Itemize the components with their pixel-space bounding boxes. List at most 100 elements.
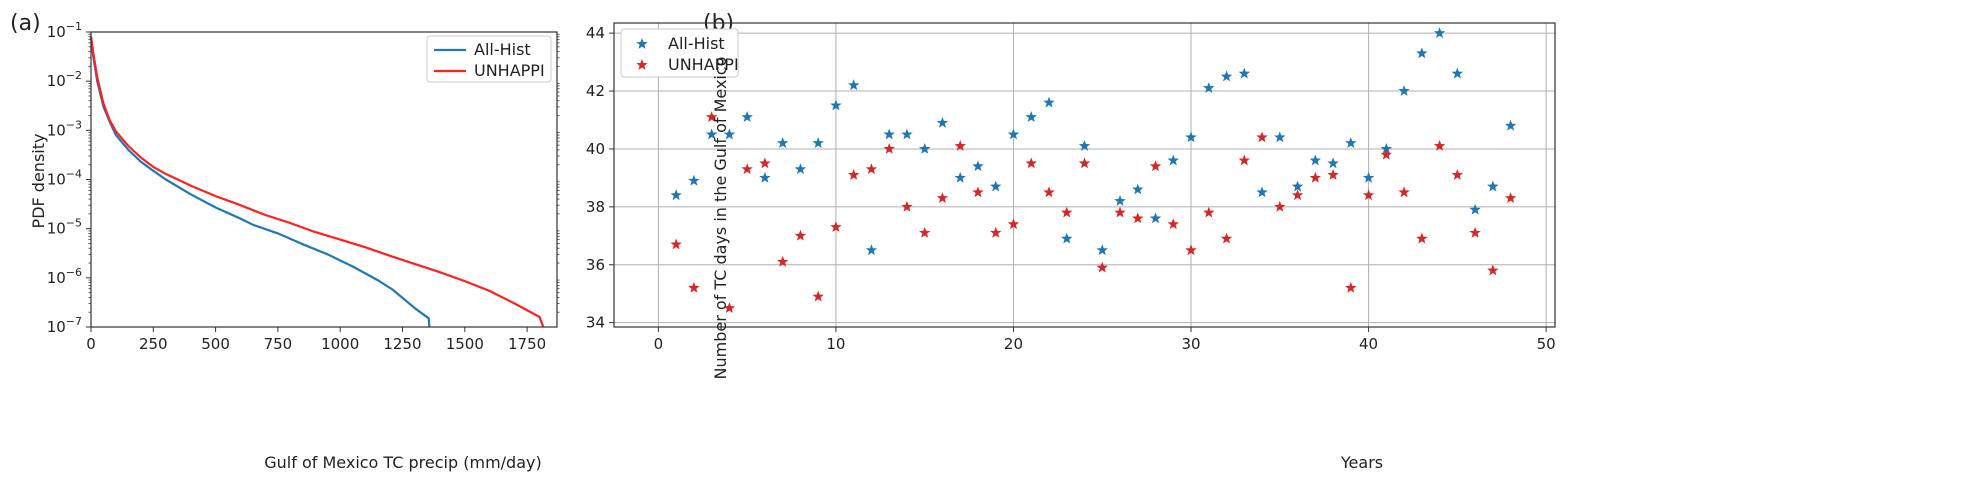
data-point-unhappi xyxy=(830,221,842,232)
data-point-all-hist xyxy=(1309,154,1322,166)
data-point-all-hist xyxy=(1203,82,1215,93)
x-tick-label: 30 xyxy=(1181,335,1200,353)
data-point-all-hist xyxy=(1327,157,1339,169)
data-point-all-hist xyxy=(1061,232,1073,244)
data-point-all-hist xyxy=(1078,140,1091,151)
data-point-all-hist xyxy=(741,111,753,122)
plot-frame xyxy=(90,31,558,328)
data-point-all-hist xyxy=(1291,180,1304,192)
data-point-unhappi xyxy=(1238,154,1250,166)
data-point-all-hist xyxy=(1220,70,1233,82)
data-point-unhappi xyxy=(1291,189,1304,201)
x-tick-label: 0 xyxy=(654,335,664,353)
y-tick-label: 42 xyxy=(586,82,605,100)
data-point-all-hist xyxy=(1345,137,1357,149)
legend-label: All-Hist xyxy=(668,34,725,53)
legend-label: UNHAPPI xyxy=(668,55,739,74)
x-tick-label: 1750 xyxy=(508,335,546,353)
data-point-unhappi xyxy=(1487,264,1499,276)
panel-b-plot-area: 0 10 20 30 40 50 34 36 38 40 42 44 All-Hist UNHAPPI xyxy=(586,22,1556,353)
data-point-all-hist xyxy=(1256,186,1268,198)
data-point-all-hist xyxy=(1007,128,1020,140)
data-point-all-hist xyxy=(990,180,1002,192)
data-point-unhappi xyxy=(1504,192,1517,204)
x-tick-label: 1250 xyxy=(383,335,421,353)
data-point-unhappi xyxy=(972,186,984,198)
data-point-all-hist xyxy=(723,128,736,140)
x-tick-label: 40 xyxy=(1359,335,1378,353)
data-point-all-hist xyxy=(670,189,682,201)
panel-a-label: (a) xyxy=(10,11,41,36)
legend-label: All-Hist xyxy=(474,40,531,59)
x-tick-label: 1500 xyxy=(446,335,484,353)
x-tick-label: 750 xyxy=(264,335,293,353)
y-tick-label: 10−5 xyxy=(47,217,82,238)
data-point-unhappi xyxy=(1345,281,1357,293)
data-point-unhappi xyxy=(759,157,771,169)
data-point-unhappi xyxy=(1416,232,1428,244)
data-point-all-hist xyxy=(1025,111,1037,122)
data-point-all-hist xyxy=(830,99,842,111)
data-point-all-hist xyxy=(1487,180,1499,192)
data-point-unhappi xyxy=(919,226,931,238)
data-point-unhappi xyxy=(1220,232,1233,244)
legend-marker xyxy=(636,38,648,49)
data-point-all-hist xyxy=(1238,67,1250,79)
y-tick-label: 38 xyxy=(586,198,605,216)
y-tick-label: 44 xyxy=(586,24,605,42)
panel-a-plot-area: 10−7 10−6 10−5 10−4 10−3 10−2 10−1 0 250 500 750 10… xyxy=(47,20,560,353)
data-point-all-hist xyxy=(972,160,984,172)
x-tick-label: 10 xyxy=(826,335,845,353)
data-point-unhappi xyxy=(1078,157,1091,169)
data-point-all-hist xyxy=(919,142,931,154)
x-tick-label: 500 xyxy=(201,335,230,353)
data-point-all-hist xyxy=(1096,244,1108,256)
series-line-unhappi xyxy=(89,36,545,328)
data-point-all-hist xyxy=(1433,27,1446,38)
data-point-unhappi xyxy=(705,111,718,122)
data-point-all-hist xyxy=(1185,131,1197,143)
data-point-unhappi xyxy=(1025,157,1037,169)
data-point-unhappi xyxy=(1309,171,1322,183)
data-point-all-hist xyxy=(847,79,860,91)
data-point-unhappi xyxy=(723,302,736,314)
data-point-unhappi xyxy=(883,142,895,154)
legend: All-Hist UNHAPPI xyxy=(620,28,739,78)
data-point-all-hist xyxy=(1167,154,1179,166)
y-tick-label: 36 xyxy=(586,256,605,274)
legend-box xyxy=(620,28,739,78)
data-point-unhappi xyxy=(1132,212,1144,224)
x-tick-label: 0 xyxy=(86,335,96,353)
data-point-all-hist xyxy=(1149,212,1162,224)
data-point-unhappi xyxy=(794,229,807,241)
x-tick-label: 50 xyxy=(1537,335,1556,353)
panel-a-chart: (a) 10−7 10−6 10−5 10−4 10−3 10−2 10−1 0 250 500 7… xyxy=(10,11,560,472)
data-point-unhappi xyxy=(741,163,753,175)
data-point-unhappi xyxy=(1043,186,1055,198)
data-point-unhappi xyxy=(1114,206,1126,218)
y-tick-label: 34 xyxy=(586,314,605,332)
legend: All-Hist UNHAPPI xyxy=(426,35,552,83)
data-point-all-hist xyxy=(1114,195,1126,206)
data-point-all-hist xyxy=(1504,119,1517,131)
panel-a-x-axis-label: Gulf of Mexico TC precip (mm/day) xyxy=(264,453,541,472)
data-point-all-hist xyxy=(1362,171,1375,183)
data-point-unhappi xyxy=(990,226,1002,238)
y-tick-label: 10−2 xyxy=(47,69,82,90)
data-point-all-hist xyxy=(865,244,878,256)
data-point-all-hist xyxy=(883,128,895,140)
data-point-all-hist xyxy=(1451,67,1464,79)
data-point-unhappi xyxy=(1433,140,1446,151)
data-point-all-hist xyxy=(794,163,807,175)
data-point-unhappi xyxy=(1185,244,1197,256)
data-point-all-hist xyxy=(901,128,913,140)
legend-label: UNHAPPI xyxy=(474,61,545,80)
data-point-unhappi xyxy=(901,200,913,212)
data-point-all-hist xyxy=(705,128,718,140)
legend-marker xyxy=(636,59,648,70)
data-point-all-hist xyxy=(1416,47,1428,59)
data-point-unhappi xyxy=(1469,226,1481,238)
y-tick-label: 10−7 xyxy=(47,315,82,336)
